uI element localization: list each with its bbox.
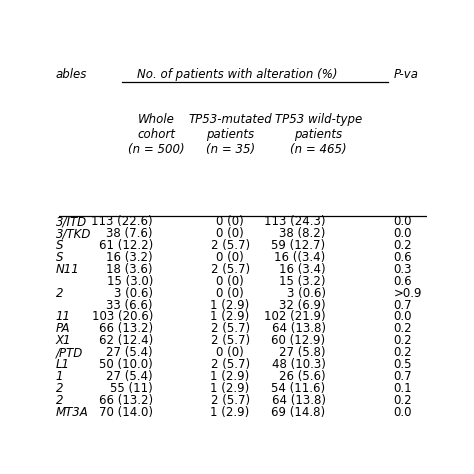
Text: 32 (6.9): 32 (6.9) [279,299,326,311]
Text: 0 (0): 0 (0) [216,215,244,228]
Text: TP53 wild-type
patients
(n = 465): TP53 wild-type patients (n = 465) [274,113,362,156]
Text: 66 (13.2): 66 (13.2) [99,322,153,335]
Text: 0.0: 0.0 [393,215,412,228]
Text: 2 (5.7): 2 (5.7) [210,334,250,347]
Text: 66 (13.2): 66 (13.2) [99,394,153,407]
Text: 18 (3.6): 18 (3.6) [107,263,153,276]
Text: 1: 1 [55,370,63,383]
Text: 38 (7.6): 38 (7.6) [107,227,153,240]
Text: 3/TKD: 3/TKD [55,227,91,240]
Text: 16 (3.2): 16 (3.2) [106,251,153,264]
Text: 0.7: 0.7 [393,299,412,311]
Text: 0.0: 0.0 [393,227,412,240]
Text: 0 (0): 0 (0) [216,287,244,300]
Text: PA: PA [55,322,70,335]
Text: 3 (0.6): 3 (0.6) [114,287,153,300]
Text: 61 (12.2): 61 (12.2) [99,239,153,252]
Text: TP53-mutated
patients
(n = 35): TP53-mutated patients (n = 35) [188,113,272,156]
Text: 2: 2 [55,287,63,300]
Text: 0.2: 0.2 [393,334,412,347]
Text: 0.1: 0.1 [393,382,412,395]
Text: ables: ables [55,68,87,81]
Text: 2 (5.7): 2 (5.7) [210,239,250,252]
Text: 1 (2.9): 1 (2.9) [210,406,250,419]
Text: 0 (0): 0 (0) [216,251,244,264]
Text: 2 (5.7): 2 (5.7) [210,358,250,371]
Text: 0.3: 0.3 [393,263,412,276]
Text: 0 (0): 0 (0) [216,346,244,359]
Text: /PTD: /PTD [55,346,83,359]
Text: X1: X1 [55,334,71,347]
Text: 55 (11): 55 (11) [110,382,153,395]
Text: 1 (2.9): 1 (2.9) [210,382,250,395]
Text: 0.7: 0.7 [393,370,412,383]
Text: 0.2: 0.2 [393,394,412,407]
Text: 15 (3.0): 15 (3.0) [107,274,153,288]
Text: 1 (2.9): 1 (2.9) [210,310,250,323]
Text: No. of patients with alteration (%): No. of patients with alteration (%) [137,68,337,81]
Text: Whole
cohort
(n = 500): Whole cohort (n = 500) [128,113,185,156]
Text: 11: 11 [55,310,71,323]
Text: 69 (14.8): 69 (14.8) [272,406,326,419]
Text: 15 (3.2): 15 (3.2) [279,274,326,288]
Text: 50 (10.0): 50 (10.0) [99,358,153,371]
Text: 16 (3.4): 16 (3.4) [279,263,326,276]
Text: 26 (5.6): 26 (5.6) [279,370,326,383]
Text: 2: 2 [55,382,63,395]
Text: 3 (0.6): 3 (0.6) [287,287,326,300]
Text: L1: L1 [55,358,70,371]
Text: >0.9: >0.9 [393,287,422,300]
Text: 0.6: 0.6 [393,251,412,264]
Text: 0.0: 0.0 [393,406,412,419]
Text: N11: N11 [55,263,79,276]
Text: 59 (12.7): 59 (12.7) [272,239,326,252]
Text: 2: 2 [55,394,63,407]
Text: MT3A: MT3A [55,406,88,419]
Text: 16 ((3.4): 16 ((3.4) [274,251,326,264]
Text: 27 (5.8): 27 (5.8) [279,346,326,359]
Text: 0 (0): 0 (0) [216,274,244,288]
Text: 0 (0): 0 (0) [216,227,244,240]
Text: P-va: P-va [393,68,419,81]
Text: S: S [55,239,63,252]
Text: 3/ITD: 3/ITD [55,215,87,228]
Text: 113 (24.3): 113 (24.3) [264,215,326,228]
Text: 0.6: 0.6 [393,274,412,288]
Text: 48 (10.3): 48 (10.3) [272,358,326,371]
Text: 1 (2.9): 1 (2.9) [210,370,250,383]
Text: 60 (12.9): 60 (12.9) [272,334,326,347]
Text: 54 (11.6): 54 (11.6) [272,382,326,395]
Text: 0.2: 0.2 [393,239,412,252]
Text: 0.2: 0.2 [393,346,412,359]
Text: S: S [55,251,63,264]
Text: 27 (5.4): 27 (5.4) [106,370,153,383]
Text: 62 (12.4): 62 (12.4) [99,334,153,347]
Text: 70 (14.0): 70 (14.0) [99,406,153,419]
Text: 64 (13.8): 64 (13.8) [272,322,326,335]
Text: 2 (5.7): 2 (5.7) [210,263,250,276]
Text: 113 (22.6): 113 (22.6) [91,215,153,228]
Text: 103 (20.6): 103 (20.6) [91,310,153,323]
Text: 38 (8.2): 38 (8.2) [279,227,326,240]
Text: 102 (21.9): 102 (21.9) [264,310,326,323]
Text: 2 (5.7): 2 (5.7) [210,394,250,407]
Text: 0.0: 0.0 [393,310,412,323]
Text: 1 (2.9): 1 (2.9) [210,299,250,311]
Text: 0.5: 0.5 [393,358,412,371]
Text: 27 (5.4): 27 (5.4) [106,346,153,359]
Text: 2 (5.7): 2 (5.7) [210,322,250,335]
Text: 0.2: 0.2 [393,322,412,335]
Text: 33 (6.6): 33 (6.6) [107,299,153,311]
Text: 64 (13.8): 64 (13.8) [272,394,326,407]
